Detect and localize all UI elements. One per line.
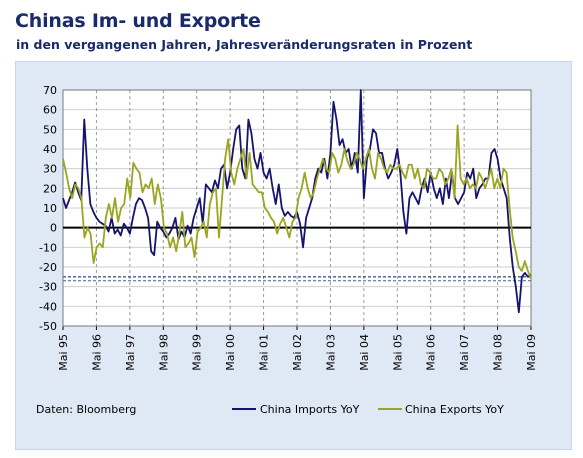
y-tick-label: 0 bbox=[50, 222, 57, 235]
y-tick-label: -50 bbox=[39, 320, 57, 333]
y-tick-label: 40 bbox=[43, 143, 57, 156]
legend-imports-label: China Imports YoY bbox=[260, 403, 360, 416]
x-tick-label: Mai 02 bbox=[291, 334, 304, 371]
x-tick-label: Mai 00 bbox=[224, 334, 237, 371]
legend-exports-label: China Exports YoY bbox=[405, 403, 504, 416]
source-note: Daten: Bloomberg bbox=[36, 403, 136, 416]
x-tick-label: Mai 97 bbox=[124, 334, 137, 371]
y-tick-label: -10 bbox=[39, 241, 57, 254]
y-tick-label: 20 bbox=[43, 182, 57, 195]
y-tick-label: 50 bbox=[43, 123, 57, 136]
x-tick-label: Mai 03 bbox=[324, 334, 337, 371]
x-tick-label: Mai 98 bbox=[157, 334, 170, 371]
y-tick-label: 70 bbox=[43, 84, 57, 97]
x-tick-label: Mai 05 bbox=[391, 334, 404, 371]
x-tick-label: Mai 08 bbox=[492, 334, 505, 371]
axis-layer: -50 -40 -30 -20 -10 0 10 20 30 40 50 60 70 Mai 95 Mai … bbox=[39, 84, 538, 371]
reference-lines bbox=[63, 276, 531, 282]
y-tick-label: -40 bbox=[39, 300, 57, 313]
x-tick-label: Mai 04 bbox=[358, 334, 371, 371]
chart-subtitle: in den vergangenen Jahren, Jahresverände… bbox=[16, 37, 473, 52]
series-layer bbox=[62, 89, 532, 314]
y-tick-label: 60 bbox=[43, 104, 57, 117]
x-tick-label: Mai 99 bbox=[191, 334, 204, 371]
series-line-exports bbox=[62, 124, 532, 280]
plot-border bbox=[62, 89, 532, 327]
chart-title: Chinas Im- und Exporte bbox=[15, 10, 261, 32]
legend: Daten: Bloomberg China Imports YoY China… bbox=[36, 403, 504, 416]
x-tick-label: Mai 06 bbox=[425, 334, 438, 371]
x-tick-label: Mai 09 bbox=[525, 334, 538, 371]
x-tick-label: Mai 07 bbox=[458, 334, 471, 371]
y-tick-label: -20 bbox=[39, 261, 57, 274]
y-tick-label: 30 bbox=[43, 163, 57, 176]
x-tick-label: Mai 95 bbox=[57, 334, 70, 371]
x-tick-label: Mai 01 bbox=[258, 334, 271, 371]
y-tick-label: -30 bbox=[39, 281, 57, 294]
y-tick-label: 10 bbox=[43, 202, 57, 215]
x-tick-label: Mai 96 bbox=[90, 334, 103, 371]
